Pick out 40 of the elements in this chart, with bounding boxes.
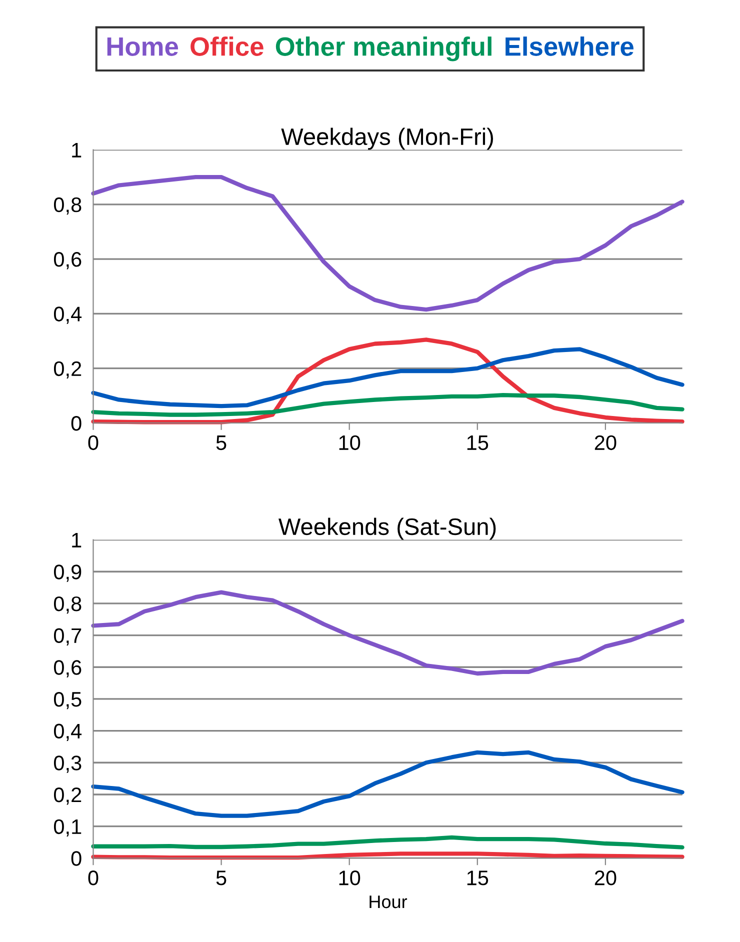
y-tick-label: 0,4	[54, 724, 82, 742]
x-tick-label: 15	[467, 436, 488, 450]
x-axis-title: Hour	[370, 896, 408, 908]
y-tick-label: 0,8	[54, 596, 82, 614]
y-tick-label: 0	[71, 851, 82, 866]
y-tick-label: 0	[71, 416, 82, 431]
x-tick-label: 15	[467, 870, 488, 886]
line-series	[91, 835, 684, 850]
x-tick-label: 0	[88, 870, 98, 886]
y-tick-label: 0,6	[54, 252, 82, 270]
line-series	[91, 347, 684, 408]
line-series	[91, 175, 684, 312]
chart-title: Weekdays (Mon-Fri)	[281, 128, 494, 150]
x-tick-label: 5	[216, 870, 226, 886]
text: Other meaningful	[276, 36, 492, 62]
line-series	[91, 393, 684, 417]
y-tick-label: 0,7	[54, 628, 82, 646]
x-tick-label: 10	[339, 870, 360, 886]
y-tick-label: 1	[72, 142, 82, 158]
chart-title: Weekends (Sat-Sun)	[278, 518, 496, 540]
y-tick-label: 0,9	[54, 564, 82, 582]
text: Office	[190, 36, 264, 56]
x-tick-label: 10	[339, 435, 360, 450]
y-tick-label: 0,1	[54, 819, 82, 837]
y-tick-label: 0,8	[54, 197, 82, 215]
y-tick-label: 0,2	[54, 787, 82, 805]
x-tick-label: 20	[594, 870, 616, 886]
x-tick-label: 5	[216, 436, 226, 450]
line-series	[91, 590, 684, 676]
y-tick-label: 0,5	[54, 692, 82, 710]
y-tick-label: 0,3	[54, 756, 82, 773]
text: Home	[107, 38, 178, 56]
y-tick-label: 0,2	[54, 361, 82, 379]
x-tick-label: 20	[594, 435, 616, 450]
y-tick-label: 1	[72, 532, 82, 548]
y-tick-label: 0,6	[54, 660, 82, 678]
x-tick-label: 0	[88, 435, 98, 450]
text: Elsewhere	[506, 36, 634, 56]
y-tick-label: 0,4	[54, 306, 82, 324]
line-series	[91, 750, 684, 818]
